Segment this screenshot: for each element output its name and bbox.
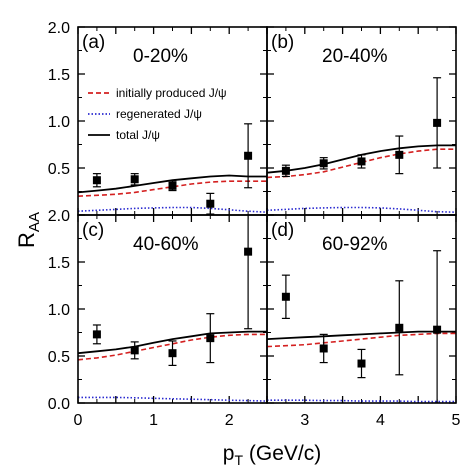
panel-b: (b) 20-40% <box>266 26 457 216</box>
initial-curve <box>267 148 456 179</box>
legend-label: regenerated J/ψ <box>116 107 202 121</box>
data-point <box>130 346 139 355</box>
panel-label: (a) <box>82 32 105 53</box>
centrality-label: 0-20% <box>133 46 188 67</box>
x-tick-label: 4 <box>376 412 385 429</box>
x-tick-label: 5 <box>452 412 461 429</box>
legend: initially produced J/ψ regenerated J/ψ tot… <box>88 86 227 142</box>
regenerated-curve <box>78 396 267 402</box>
y-axis-title: RAA <box>14 212 43 248</box>
data-point <box>168 349 177 358</box>
data-point <box>92 330 101 339</box>
centrality-label: 20-40% <box>322 46 388 67</box>
centrality-label: 40-60% <box>133 234 199 255</box>
total-curve <box>78 174 267 194</box>
data-point <box>433 118 442 127</box>
total-curve <box>78 330 267 355</box>
data-point <box>130 175 139 184</box>
y-tick-label: 1.0 <box>48 114 70 131</box>
data-point <box>319 344 328 353</box>
data-point <box>357 157 366 166</box>
data-point <box>244 247 253 256</box>
data-point <box>319 159 328 168</box>
y-tick-label: 1.0 <box>48 302 70 319</box>
centrality-label: 60-92% <box>322 234 388 255</box>
panel-label: (c) <box>82 220 104 241</box>
panels-layer: (a) 0-20% (b) 20-40% (c) 40-60% (d) 60-92% 2.0 1.… <box>48 20 461 429</box>
data-point <box>433 325 442 334</box>
panel-label: (b) <box>271 32 294 53</box>
x-tick-label: 2 <box>225 412 234 429</box>
data-point <box>206 334 215 343</box>
data-point <box>92 176 101 185</box>
data-point <box>395 150 404 159</box>
y-tick-label: 0.0 <box>48 396 70 413</box>
data-point <box>395 323 404 332</box>
y-tick-label: 0.5 <box>48 349 70 366</box>
y-tick-label: 1.5 <box>48 67 70 84</box>
panel-d: (d) 60-92% <box>266 214 457 404</box>
y-tick-label: 0.5 <box>48 161 70 178</box>
panel-label: (d) <box>271 220 294 241</box>
panel-c: (c) 40-60% <box>77 214 268 404</box>
data-point <box>357 359 366 368</box>
data-point <box>206 199 215 208</box>
regenerated-curve <box>267 399 456 403</box>
initial-curve <box>267 332 456 348</box>
data-point <box>281 166 290 175</box>
x-tick-label: 1 <box>149 412 158 429</box>
legend-label: initially produced J/ψ <box>116 86 227 100</box>
y-tick-label: 1.5 <box>48 255 70 272</box>
y-tick-label: 2.0 <box>48 208 70 225</box>
x-tick-label: 0 <box>74 412 83 429</box>
x-axis-title: pT (GeV/c) <box>223 442 321 468</box>
regenerated-curve <box>78 206 267 213</box>
regenerated-curve <box>267 206 456 213</box>
legend-label: total J/ψ <box>116 128 160 142</box>
y-tick-label: 2.0 <box>48 20 70 37</box>
panel-frame <box>266 214 457 404</box>
panel-a: (a) 0-20% <box>77 26 268 216</box>
data-point <box>281 292 290 301</box>
x-tick-label: 3 <box>300 412 309 429</box>
data-point <box>168 181 177 190</box>
data-point <box>244 151 253 160</box>
total-curve <box>267 330 456 340</box>
